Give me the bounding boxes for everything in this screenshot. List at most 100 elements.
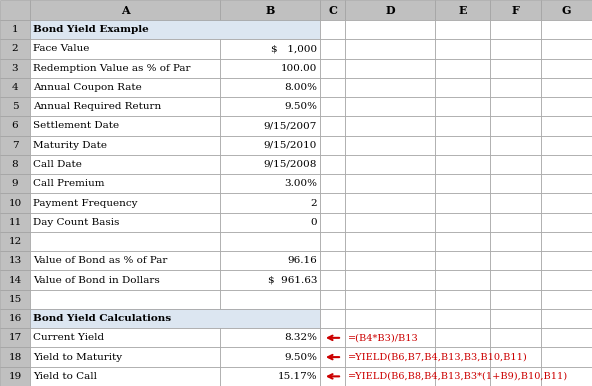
Bar	[490, 232, 541, 251]
Bar	[435, 193, 490, 213]
Bar	[0, 97, 30, 116]
Bar	[30, 213, 220, 232]
Text: 15: 15	[8, 295, 22, 304]
Text: 9/15/2008: 9/15/2008	[263, 160, 317, 169]
Bar	[435, 0, 490, 20]
Bar	[30, 174, 220, 193]
Bar	[490, 59, 541, 78]
Text: 9/15/2007: 9/15/2007	[263, 122, 317, 130]
Text: E: E	[458, 5, 466, 15]
Text: 2: 2	[12, 44, 18, 53]
Text: 9: 9	[12, 179, 18, 188]
Bar	[541, 328, 592, 347]
Bar	[541, 271, 592, 290]
Bar	[320, 0, 345, 20]
Bar	[0, 193, 30, 213]
Text: D: D	[385, 5, 395, 15]
Bar	[435, 251, 490, 271]
Bar	[220, 78, 320, 97]
Bar	[0, 20, 30, 39]
Text: Payment Frequency: Payment Frequency	[33, 198, 137, 208]
Bar	[30, 78, 220, 97]
Text: =YIELD(B6,B8,B4,B13,B3*(1+B9),B10,B11): =YIELD(B6,B8,B4,B13,B3*(1+B9),B10,B11)	[348, 372, 568, 381]
Bar	[541, 347, 592, 367]
Bar	[345, 59, 435, 78]
Text: 6: 6	[12, 122, 18, 130]
Text: G: G	[562, 5, 571, 15]
Bar	[490, 0, 541, 20]
Bar	[345, 78, 435, 97]
Text: 16: 16	[8, 314, 22, 323]
Bar	[435, 39, 490, 59]
Bar	[220, 290, 320, 309]
Bar	[30, 193, 220, 213]
Bar	[220, 97, 320, 116]
Bar	[541, 251, 592, 271]
Text: 1: 1	[12, 25, 18, 34]
Bar	[320, 39, 345, 59]
Bar	[30, 97, 220, 116]
Bar	[490, 97, 541, 116]
Bar	[30, 251, 220, 271]
Bar	[435, 328, 490, 347]
Bar	[490, 174, 541, 193]
Text: 15.17%: 15.17%	[278, 372, 317, 381]
Bar	[490, 290, 541, 309]
Text: 12: 12	[8, 237, 22, 246]
Bar	[541, 193, 592, 213]
Text: Redemption Value as % of Par: Redemption Value as % of Par	[33, 64, 191, 73]
Bar	[541, 213, 592, 232]
Bar	[541, 309, 592, 328]
Bar	[320, 97, 345, 116]
Bar	[320, 232, 345, 251]
Bar	[490, 251, 541, 271]
Bar	[435, 309, 490, 328]
Text: Day Count Basis: Day Count Basis	[33, 218, 120, 227]
Bar	[345, 328, 435, 347]
Text: 8.00%: 8.00%	[284, 83, 317, 92]
Bar	[0, 347, 30, 367]
Text: 9/15/2010: 9/15/2010	[263, 141, 317, 150]
Text: 9.50%: 9.50%	[284, 352, 317, 362]
Bar	[0, 367, 30, 386]
Bar	[345, 20, 435, 39]
Bar	[435, 367, 490, 386]
Text: A: A	[121, 5, 129, 15]
Bar	[345, 193, 435, 213]
Bar	[320, 309, 345, 328]
Bar	[345, 39, 435, 59]
Bar	[345, 155, 435, 174]
Bar	[30, 0, 220, 20]
Text: Bond Yield Calculations: Bond Yield Calculations	[33, 314, 171, 323]
Bar	[490, 367, 541, 386]
Text: Current Yield: Current Yield	[33, 334, 104, 342]
Bar	[0, 232, 30, 251]
Text: 19: 19	[8, 372, 22, 381]
Bar	[345, 232, 435, 251]
Bar	[220, 39, 320, 59]
Bar	[541, 116, 592, 135]
Bar	[30, 155, 220, 174]
Bar	[0, 116, 30, 135]
Bar	[220, 193, 320, 213]
Text: 4: 4	[12, 83, 18, 92]
Text: 11: 11	[8, 218, 22, 227]
Text: 18: 18	[8, 352, 22, 362]
Text: Value of Bond in Dollars: Value of Bond in Dollars	[33, 276, 160, 284]
Bar	[320, 193, 345, 213]
Text: 3.00%: 3.00%	[284, 179, 317, 188]
Bar	[345, 174, 435, 193]
Bar	[435, 20, 490, 39]
Bar	[30, 347, 220, 367]
Bar	[220, 174, 320, 193]
Bar	[345, 309, 435, 328]
Bar	[345, 97, 435, 116]
Bar	[320, 135, 345, 155]
Text: B: B	[265, 5, 275, 15]
Bar	[30, 20, 320, 39]
Bar	[220, 213, 320, 232]
Bar	[30, 135, 220, 155]
Bar	[220, 0, 320, 20]
Bar	[490, 116, 541, 135]
Bar	[435, 135, 490, 155]
